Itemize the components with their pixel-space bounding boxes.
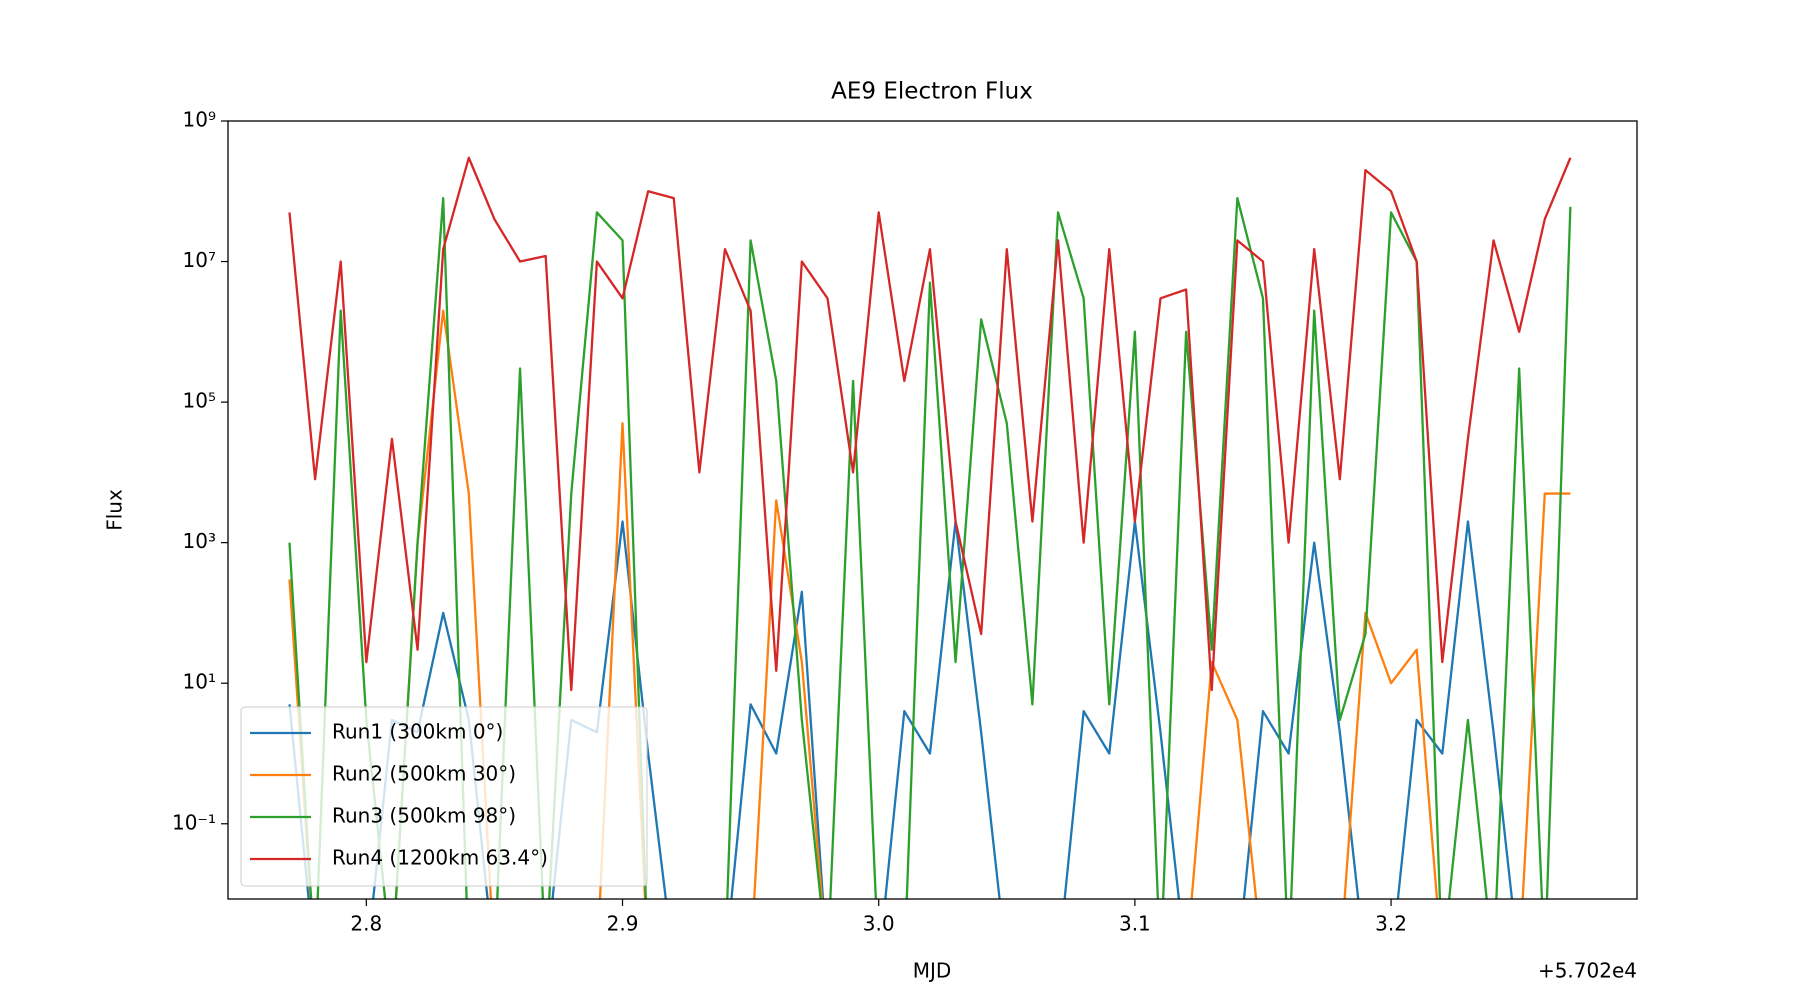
x-tick-label: 2.9 [607,912,639,936]
legend-label: Run1 (300km 0°) [332,720,503,744]
x-axis-label: MJD [913,959,952,983]
x-tick-label: 3.0 [863,912,895,936]
x-offset-text: +5.702e4 [1538,959,1637,983]
legend-label: Run4 (1200km 63.4°) [332,846,548,870]
x-tick-label: 3.1 [1119,912,1151,936]
y-tick-label: 10¹ [183,670,216,694]
legend: Run1 (300km 0°) Run2 (500km 30°) Run3 (500… [240,706,648,887]
y-axis-label: Flux [103,489,127,531]
series-line [288,156,1572,692]
series-line [288,309,1571,899]
y-tick-label: 10⁷ [183,248,216,272]
series-line [288,520,1514,899]
y-tick-label: 10⁵ [183,389,216,413]
x-tick-label: 2.8 [350,912,382,936]
axes-frame [227,120,1638,900]
legend-frame [240,706,648,887]
legend-label: Run2 (500km 30°) [332,762,516,786]
y-tick-label: 10⁻¹ [172,810,216,834]
x-tick-label: 3.2 [1375,912,1407,936]
y-tick-label: 10⁹ [183,108,216,132]
legend-label: Run3 (500km 98°) [332,804,516,828]
chart-title: AE9 Electron Flux [831,79,1033,105]
y-tick-label: 10³ [183,529,216,553]
